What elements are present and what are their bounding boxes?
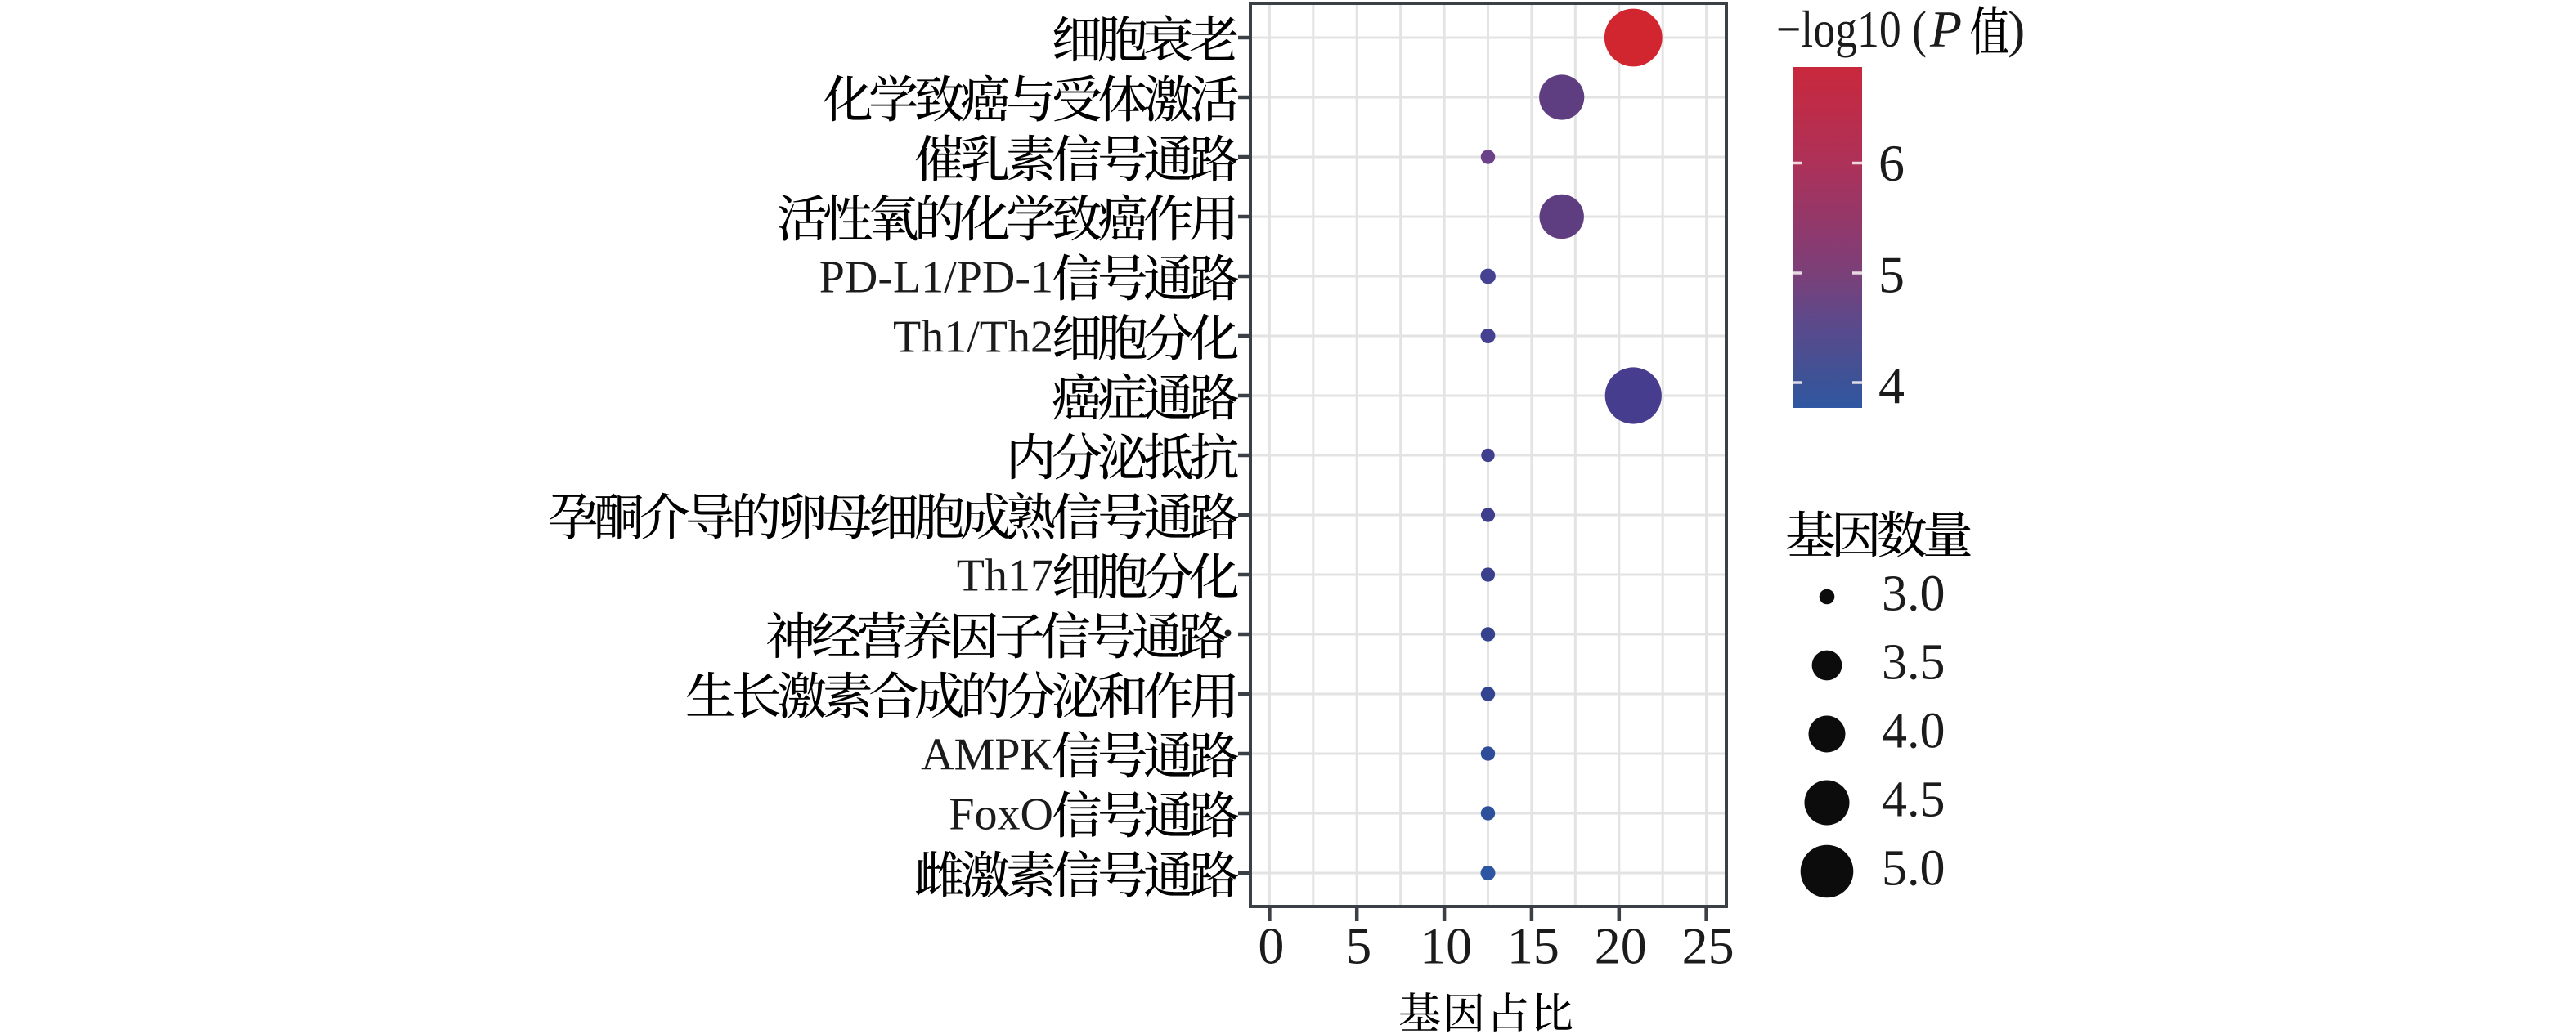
svg-text:−log10 (: −log10 ( (1776, 0, 1927, 58)
svg-text:4: 4 (1878, 356, 1905, 414)
svg-text:5: 5 (1878, 245, 1905, 303)
svg-text:10: 10 (1420, 917, 1472, 975)
svg-text:Th1/Th2: Th1/Th2 (893, 311, 1053, 362)
svg-text:4.0: 4.0 (1882, 704, 1945, 759)
svg-text:PD-L1/PD-1: PD-L1/PD-1 (819, 252, 1053, 302)
svg-text:4.5: 4.5 (1882, 772, 1945, 828)
svg-text:5: 5 (1345, 917, 1371, 975)
svg-text:3.0: 3.0 (1882, 566, 1945, 622)
svg-text:AMPK: AMPK (921, 729, 1053, 780)
svg-text:P: P (1929, 0, 1962, 58)
svg-text:5.0: 5.0 (1882, 841, 1945, 897)
svg-text:0: 0 (1258, 917, 1284, 975)
svg-text:3.5: 3.5 (1882, 635, 1945, 691)
svg-text:20: 20 (1595, 917, 1647, 975)
svg-text:6: 6 (1878, 134, 1905, 192)
svg-text:Th17: Th17 (957, 550, 1053, 601)
svg-text:): ) (2008, 0, 2025, 58)
svg-text:15: 15 (1507, 917, 1560, 975)
svg-text:FoxO: FoxO (949, 789, 1053, 839)
svg-text:25: 25 (1682, 917, 1735, 975)
